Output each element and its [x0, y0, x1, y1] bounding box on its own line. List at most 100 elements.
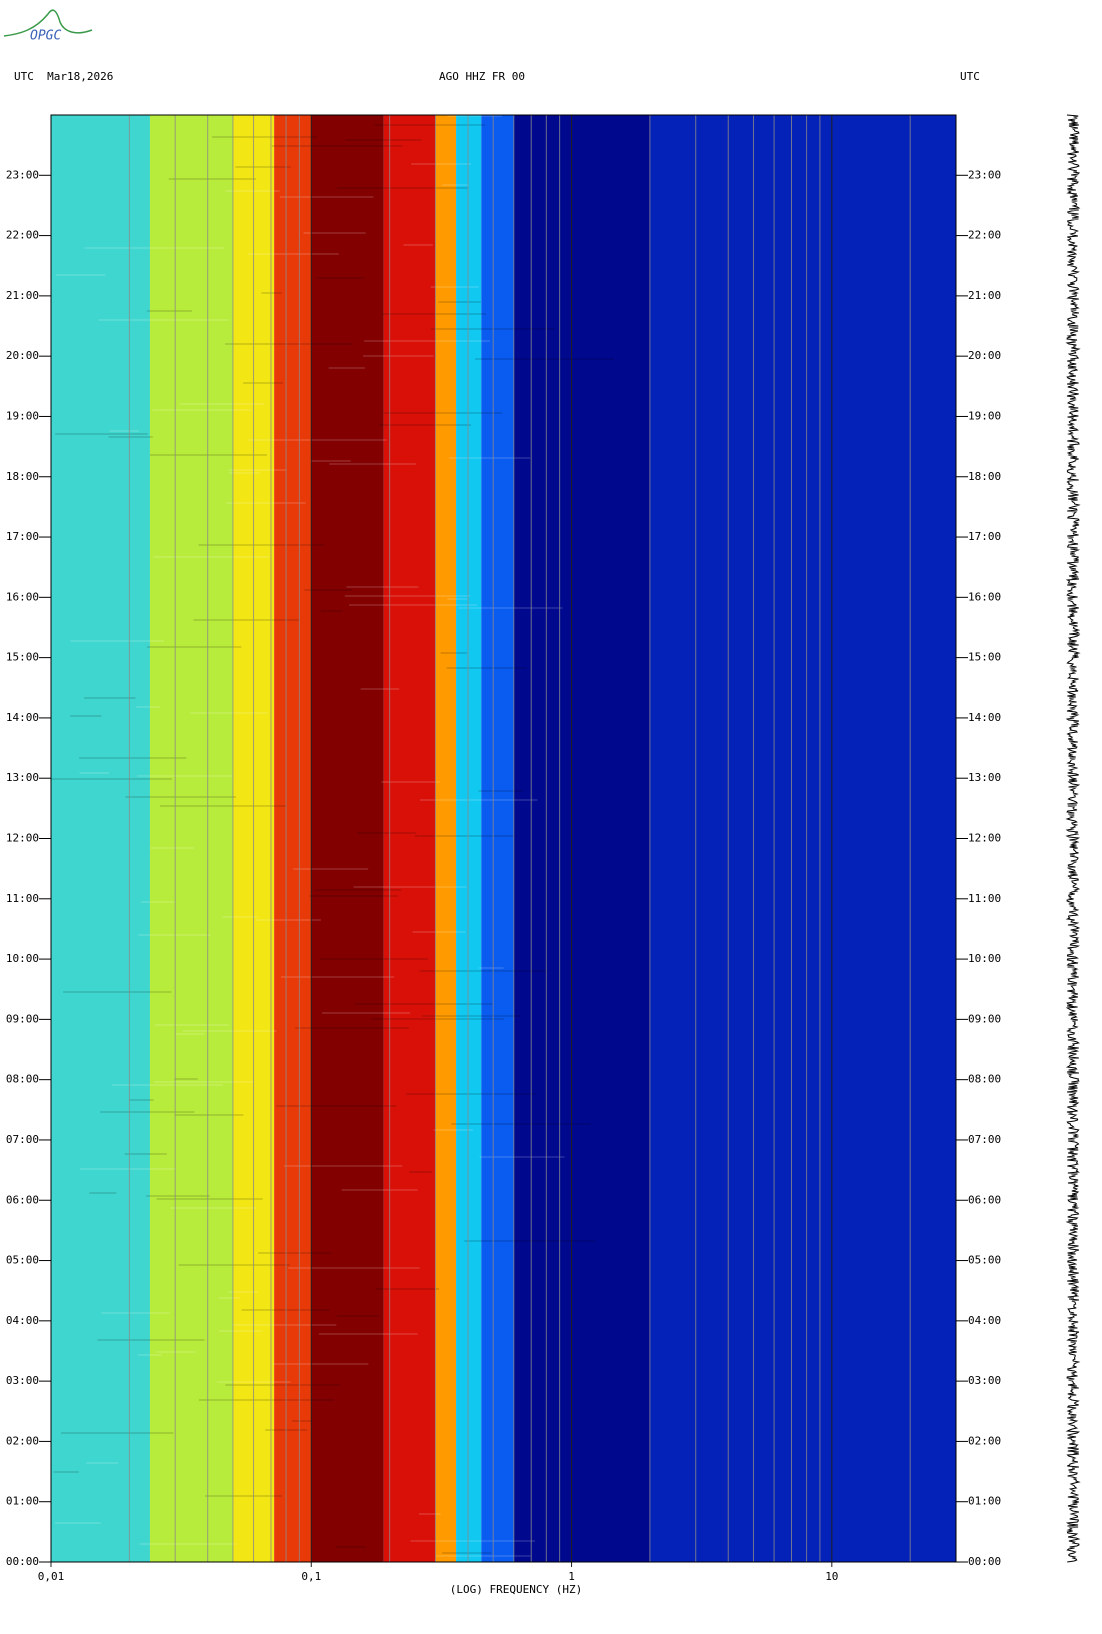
- texture-streak: [438, 301, 481, 303]
- texture-streak: [170, 1207, 257, 1209]
- texture-streak: [198, 1399, 335, 1401]
- y-tick-label: 07:00: [6, 1133, 39, 1146]
- texture-streak: [212, 136, 317, 138]
- texture-streak: [89, 1192, 117, 1194]
- texture-streak: [381, 781, 440, 783]
- texture-streak: [271, 145, 403, 147]
- y-tick-label: 04:00: [968, 1314, 1001, 1327]
- logo: OPGC: [30, 29, 61, 44]
- texture-streak: [125, 796, 236, 798]
- y-tick-label: 04:00: [6, 1314, 39, 1327]
- texture-streak: [232, 1324, 337, 1326]
- spectral-band: [649, 115, 956, 1562]
- texture-streak: [138, 934, 211, 936]
- logo-curve: [3, 9, 93, 37]
- y-tick-label: 11:00: [968, 892, 1001, 905]
- texture-streak: [79, 757, 187, 759]
- y-tick-label: 10:00: [6, 952, 39, 965]
- texture-streak: [435, 1555, 531, 1557]
- texture-streak: [255, 919, 321, 921]
- x-tick-label: 1: [568, 1570, 575, 1583]
- texture-streak: [284, 1165, 403, 1167]
- texture-streak: [150, 454, 267, 456]
- texture-streak: [175, 1033, 205, 1035]
- texture-streak: [371, 1018, 504, 1020]
- texture-streak: [447, 115, 502, 117]
- texture-streak: [84, 247, 225, 249]
- texture-streak: [479, 967, 504, 969]
- texture-streak: [54, 1522, 101, 1524]
- texture-streak: [403, 244, 433, 246]
- texture-streak: [61, 1432, 174, 1434]
- y-tick-label: 12:00: [6, 832, 39, 845]
- texture-streak: [198, 544, 325, 546]
- texture-streak: [442, 1552, 492, 1554]
- texture-streak: [153, 556, 270, 558]
- texture-streak: [354, 1003, 493, 1005]
- seismogram-trace: [1065, 114, 1081, 1563]
- texture-streak: [228, 469, 287, 471]
- texture-streak: [226, 502, 306, 504]
- texture-streak: [111, 1084, 223, 1086]
- texture-streak: [382, 313, 487, 315]
- texture-streak: [174, 1114, 244, 1116]
- texture-streak: [205, 1495, 283, 1497]
- texture-streak: [458, 607, 563, 609]
- texture-streak: [422, 1015, 521, 1017]
- texture-streak: [247, 253, 339, 255]
- texture-streak: [446, 667, 527, 669]
- texture-streak: [419, 799, 538, 801]
- texture-streak: [309, 895, 399, 897]
- y-tick-label: 07:00: [968, 1133, 1001, 1146]
- texture-streak: [84, 697, 136, 699]
- texture-streak: [222, 916, 258, 918]
- spectral-band: [51, 115, 150, 1562]
- texture-streak: [146, 310, 192, 312]
- texture-streak: [190, 712, 268, 714]
- spectral-band: [435, 115, 457, 1562]
- texture-streak: [363, 355, 434, 357]
- texture-streak: [464, 1240, 596, 1242]
- texture-streak: [101, 1312, 170, 1314]
- y-tick-label: 05:00: [6, 1254, 39, 1267]
- texture-streak: [409, 1171, 432, 1173]
- y-tick-label: 21:00: [968, 289, 1001, 302]
- texture-streak: [225, 343, 352, 345]
- y-tick-label: 14:00: [6, 711, 39, 724]
- y-tick-label: 03:00: [6, 1374, 39, 1387]
- y-tick-label: 08:00: [6, 1073, 39, 1086]
- texture-streak: [447, 598, 468, 600]
- x-tick-label: 0,1: [301, 1570, 321, 1583]
- texture-streak: [79, 1168, 177, 1170]
- y-tick-label: 17:00: [968, 530, 1001, 543]
- texture-streak: [418, 1513, 441, 1515]
- y-tick-label: 20:00: [6, 349, 39, 362]
- y-tick-label: 12:00: [968, 832, 1001, 845]
- texture-streak: [293, 868, 369, 870]
- texture-streak: [336, 1315, 380, 1317]
- texture-streak: [146, 1195, 210, 1197]
- texture-streak: [174, 1078, 198, 1080]
- y-tick-label: 09:00: [968, 1012, 1001, 1025]
- y-tick-label: 03:00: [968, 1374, 1001, 1387]
- texture-streak: [155, 1351, 196, 1353]
- texture-streak: [272, 1363, 369, 1365]
- texture-streak: [451, 1123, 592, 1125]
- texture-streak: [383, 412, 503, 414]
- texture-streak: [179, 403, 265, 405]
- texture-streak: [55, 433, 148, 435]
- y-tick-label: 19:00: [6, 409, 39, 422]
- y-tick-label: 15:00: [968, 651, 1001, 664]
- texture-streak: [156, 1198, 263, 1200]
- texture-streak: [291, 1420, 313, 1422]
- texture-streak: [154, 1081, 255, 1083]
- texture-streak: [98, 319, 229, 321]
- texture-streak: [288, 1267, 420, 1269]
- texture-streak: [225, 1384, 341, 1386]
- y-tick-label: 17:00: [6, 530, 39, 543]
- texture-streak: [53, 1471, 79, 1473]
- texture-streak: [322, 1012, 411, 1014]
- y-tick-label: 08:00: [968, 1073, 1001, 1086]
- spectral-band: [311, 115, 384, 1562]
